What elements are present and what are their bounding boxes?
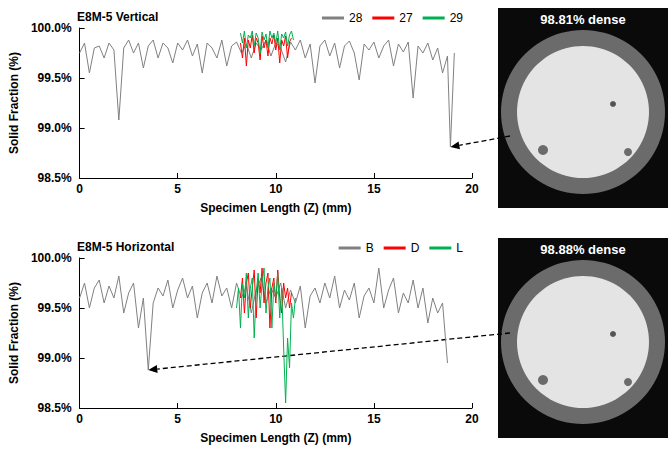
svg-text:98.5%: 98.5% xyxy=(38,171,72,185)
svg-text:0: 0 xyxy=(76,182,83,196)
svg-text:98.81% dense: 98.81% dense xyxy=(540,12,625,27)
svg-text:Solid Fraction (%): Solid Fraction (%) xyxy=(7,52,21,154)
svg-text:B: B xyxy=(366,241,374,255)
svg-text:Solid Fraction (%): Solid Fraction (%) xyxy=(7,282,21,384)
svg-text:28: 28 xyxy=(349,11,363,25)
svg-text:100.0%: 100.0% xyxy=(31,251,72,265)
svg-text:29: 29 xyxy=(450,11,464,25)
svg-text:L: L xyxy=(456,241,463,255)
svg-text:5: 5 xyxy=(174,182,181,196)
svg-text:99.5%: 99.5% xyxy=(38,301,72,315)
svg-text:D: D xyxy=(411,241,420,255)
svg-text:Specimen Length (Z) (mm): Specimen Length (Z) (mm) xyxy=(200,201,351,215)
svg-text:20: 20 xyxy=(465,412,479,426)
svg-text:0: 0 xyxy=(76,412,83,426)
svg-text:99.0%: 99.0% xyxy=(38,121,72,135)
svg-text:98.5%: 98.5% xyxy=(38,401,72,415)
svg-text:98.88% dense: 98.88% dense xyxy=(540,242,625,257)
svg-text:10: 10 xyxy=(269,412,283,426)
svg-text:99.5%: 99.5% xyxy=(38,71,72,85)
svg-text:15: 15 xyxy=(367,412,381,426)
svg-text:Specimen Length (Z) (mm): Specimen Length (Z) (mm) xyxy=(200,431,351,445)
svg-text:E8M-5 Horizontal: E8M-5 Horizontal xyxy=(77,240,174,254)
svg-text:20: 20 xyxy=(465,182,479,196)
svg-text:15: 15 xyxy=(367,182,381,196)
svg-text:10: 10 xyxy=(269,182,283,196)
svg-text:E8M-5 Vertical: E8M-5 Vertical xyxy=(77,10,158,24)
svg-text:27: 27 xyxy=(399,11,413,25)
svg-text:100.0%: 100.0% xyxy=(31,21,72,35)
svg-text:99.0%: 99.0% xyxy=(38,351,72,365)
svg-text:5: 5 xyxy=(174,412,181,426)
